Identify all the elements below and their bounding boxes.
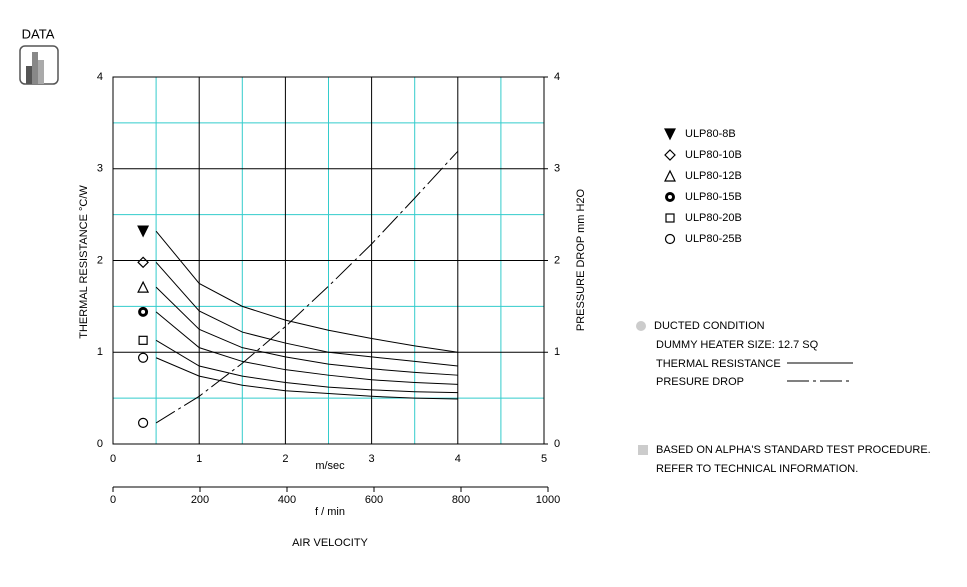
x2-tick-label: 1000 (536, 494, 560, 506)
legend-label: ULP80-8B (685, 128, 736, 140)
x-tick-label: 4 (455, 453, 461, 465)
plot-border (112, 76, 545, 445)
x2-tick-label: 200 (191, 494, 209, 506)
y-tick-label: 1 (97, 346, 103, 358)
note: REFER TO TECHNICAL INFORMATION. (656, 463, 858, 475)
x2-tick-label: 400 (278, 494, 296, 506)
marker (665, 213, 675, 223)
note: PRESURE DROP (656, 376, 744, 388)
x-tick-label: 5 (541, 453, 547, 465)
marker (137, 280, 150, 293)
data-icon (19, 45, 59, 85)
note-bullet (636, 321, 646, 331)
legend-label: ULP80-10B (685, 149, 742, 161)
legend-label: ULP80-15B (685, 191, 742, 203)
marker (665, 192, 675, 202)
legend-label: ULP80-20B (685, 212, 742, 224)
y-label: THERMAL RESISTANCE °C/W (78, 185, 90, 339)
x2-tick-label: 800 (452, 494, 470, 506)
marker (137, 256, 149, 269)
marker (664, 233, 676, 245)
note: THERMAL RESISTANCE (656, 358, 781, 370)
header-title: DATA (22, 26, 55, 41)
series-line (155, 230, 458, 353)
y2-tick-label: 4 (554, 71, 560, 83)
marker (138, 352, 149, 363)
marker (138, 306, 149, 317)
note: DUMMY HEATER SIZE: 12.7 SQ (656, 339, 819, 351)
x-tick-label: 3 (369, 453, 375, 465)
series-line (155, 339, 458, 394)
x-label: m/sec (315, 460, 345, 472)
marker (138, 335, 148, 345)
series-line (155, 311, 458, 385)
note: DUCTED CONDITION (654, 320, 765, 332)
x2-tick-label: 0 (110, 494, 116, 506)
y2-label: PRESSURE DROP mm H2O (575, 188, 587, 331)
series-line (155, 286, 458, 376)
x-tick-label: 0 (110, 453, 116, 465)
y-tick-label: 4 (97, 71, 103, 83)
series-line (155, 357, 458, 400)
y2-tick-label: 2 (554, 254, 560, 266)
x-caption: AIR VELOCITY (292, 537, 368, 549)
marker (664, 169, 676, 182)
note: BASED ON ALPHA'S STANDARD TEST PROCEDURE… (656, 444, 931, 456)
series-line (155, 150, 459, 424)
y-tick-label: 2 (97, 254, 103, 266)
y2-tick-label: 1 (554, 346, 560, 358)
marker (664, 149, 676, 161)
x2-label: f / min (315, 506, 345, 518)
marker (138, 417, 149, 428)
legend-label: ULP80-25B (685, 233, 742, 245)
y2-tick-label: 0 (554, 438, 560, 450)
series-line (155, 262, 458, 367)
y-tick-label: 0 (97, 438, 103, 450)
x-tick-label: 1 (196, 453, 202, 465)
y2-tick-label: 3 (554, 163, 560, 175)
y-tick-label: 3 (97, 163, 103, 175)
note-bullet (638, 445, 648, 455)
legend-label: ULP80-12B (685, 170, 742, 182)
x2-tick-label: 600 (365, 494, 383, 506)
x-tick-label: 2 (282, 453, 288, 465)
marker (137, 225, 150, 238)
marker (664, 128, 676, 141)
